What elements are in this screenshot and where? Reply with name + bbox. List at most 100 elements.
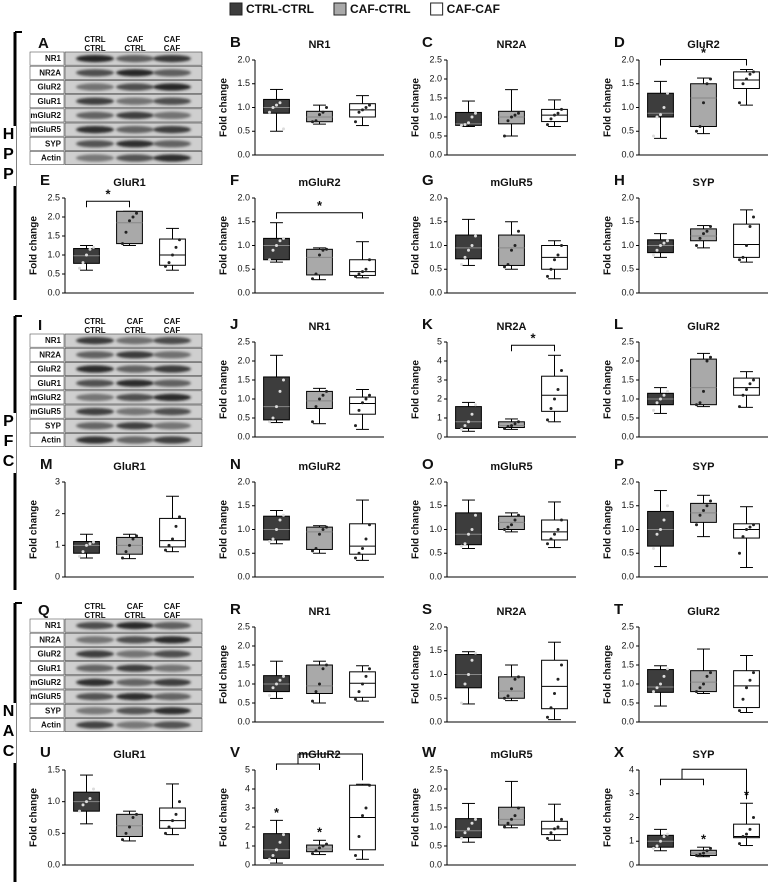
data-point xyxy=(741,835,745,838)
data-point xyxy=(282,674,285,678)
data-point xyxy=(460,123,463,127)
blot-band xyxy=(153,69,191,77)
data-point xyxy=(278,389,282,393)
chart-title: GluR1 xyxy=(113,461,145,473)
data-point xyxy=(278,840,282,844)
data-point xyxy=(705,82,709,86)
blot-column-label: CTRL xyxy=(84,611,105,620)
blot-band xyxy=(116,111,154,119)
data-point xyxy=(311,852,314,856)
data-point xyxy=(321,528,325,531)
y-tick-label: 1.0 xyxy=(429,669,442,679)
y-tick-label: 0.0 xyxy=(237,571,250,581)
y-axis-label: Fold change xyxy=(219,78,230,137)
y-axis-label: Fold change xyxy=(411,500,422,559)
blot-band xyxy=(116,126,154,134)
data-point xyxy=(318,397,321,401)
blot-band xyxy=(153,707,191,715)
legend-swatch xyxy=(229,2,243,16)
data-point xyxy=(364,397,368,401)
data-point xyxy=(553,532,556,536)
data-point xyxy=(553,692,556,695)
y-tick-label: 0.0 xyxy=(621,716,634,726)
data-point xyxy=(81,803,85,807)
y-tick-label: 0.0 xyxy=(429,859,442,869)
data-point xyxy=(470,412,474,416)
data-point xyxy=(510,248,513,252)
data-point xyxy=(560,817,563,821)
y-tick-label: 1.0 xyxy=(621,678,634,688)
y-tick-label: 1.0 xyxy=(237,102,250,112)
data-point xyxy=(506,525,510,529)
y-tick-label: 4 xyxy=(629,764,634,774)
blot-row-label: SYP xyxy=(45,421,62,430)
y-tick-label: 1.0 xyxy=(621,102,634,112)
data-point xyxy=(745,686,748,690)
data-point xyxy=(738,258,741,262)
data-point xyxy=(135,211,138,215)
blot-band xyxy=(153,379,191,387)
data-point xyxy=(549,117,553,121)
blot-column-label: CAF xyxy=(164,317,181,326)
blot-band xyxy=(76,97,114,105)
blot-column-label: CTRL xyxy=(84,317,105,326)
data-point xyxy=(517,111,520,115)
y-tick-label: 1.0 xyxy=(429,821,442,831)
y-tick-label: 0.5 xyxy=(429,840,442,850)
data-point xyxy=(268,258,271,262)
data-point xyxy=(560,663,563,667)
data-point xyxy=(655,401,659,405)
blot-column-label: CTRL xyxy=(124,326,145,335)
data-point xyxy=(503,265,506,269)
y-tick-label: 0.5 xyxy=(237,412,250,422)
data-point xyxy=(652,134,655,138)
blot-label-cell xyxy=(29,347,65,362)
data-point xyxy=(354,697,357,701)
data-point xyxy=(88,797,92,800)
blot-band xyxy=(76,351,114,359)
blot-column-label: CTRL xyxy=(84,44,105,53)
data-point xyxy=(282,833,285,837)
data-point xyxy=(659,839,662,843)
significance-star: * xyxy=(317,825,323,840)
data-point xyxy=(325,842,328,846)
blot-band xyxy=(76,636,114,644)
y-tick-label: 2.0 xyxy=(237,54,250,64)
data-point xyxy=(174,812,178,816)
blot-label-cell xyxy=(29,333,65,348)
y-tick-label: 0.5 xyxy=(621,126,634,136)
blot-band xyxy=(76,126,114,134)
data-point xyxy=(549,267,553,271)
data-point xyxy=(662,393,666,397)
data-point xyxy=(314,547,318,550)
y-tick-label: 0.5 xyxy=(47,268,60,278)
y-tick-label: 2.5 xyxy=(621,621,634,631)
y-tick-label: 0.5 xyxy=(621,697,634,707)
blot-column-label: CTRL xyxy=(84,602,105,611)
blot-label-cell xyxy=(29,94,65,109)
y-axis-label: Fold change xyxy=(29,500,40,559)
data-point xyxy=(325,663,328,667)
blot-band xyxy=(116,650,154,658)
data-point xyxy=(741,535,745,539)
data-point xyxy=(662,106,666,109)
data-point xyxy=(666,832,669,836)
data-point xyxy=(741,697,745,701)
blot-band xyxy=(76,69,114,77)
data-point xyxy=(659,113,662,117)
data-point xyxy=(666,667,669,671)
blot-label-cell xyxy=(29,390,65,405)
y-axis-label: Fold change xyxy=(29,788,40,847)
blot-label-cell xyxy=(29,362,65,376)
data-point xyxy=(278,239,282,243)
blot-band xyxy=(116,351,154,359)
blot-band xyxy=(116,664,154,672)
data-point xyxy=(321,844,325,848)
data-point xyxy=(517,229,520,233)
data-point xyxy=(549,407,553,410)
data-point xyxy=(695,129,698,133)
data-point xyxy=(275,528,278,531)
blot-row-label: mGluR5 xyxy=(30,692,61,701)
data-point xyxy=(474,513,477,517)
blot-label-cell xyxy=(29,80,65,94)
